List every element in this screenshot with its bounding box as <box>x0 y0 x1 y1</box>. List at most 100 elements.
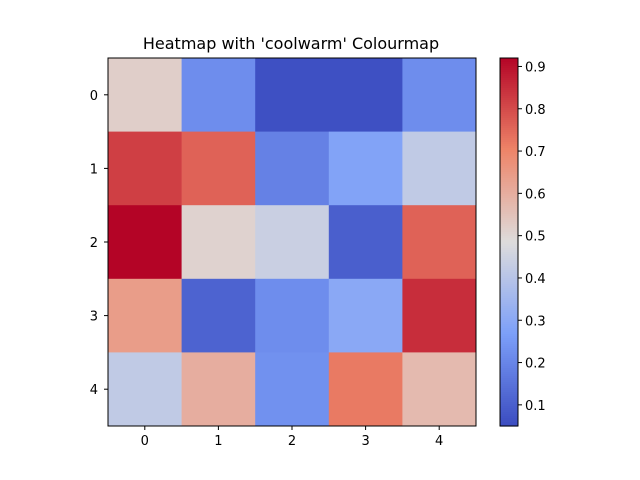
colorbar-segment <box>500 266 518 269</box>
colorbar-segment <box>500 344 518 347</box>
colorbar-segment <box>500 180 518 183</box>
colorbar-segment <box>500 82 518 85</box>
colorbar-segment <box>500 388 518 391</box>
heatmap-cell <box>402 58 477 133</box>
chart-title: Heatmap with 'coolwarm' Colourmap <box>143 34 439 53</box>
colorbar-segment <box>500 162 518 165</box>
heatmap-cell <box>255 205 330 280</box>
colorbar-segment <box>500 412 518 415</box>
colorbar-segment <box>500 386 518 389</box>
colorbar-segment <box>500 108 518 111</box>
heatmap-cell <box>328 58 403 133</box>
colorbar-segment <box>500 262 518 265</box>
colorbar-tick-label: 0.3 <box>525 314 546 329</box>
colorbar-segment <box>500 146 518 149</box>
colorbar-segment <box>500 122 518 125</box>
heatmap-cell <box>328 205 403 280</box>
colorbar-segment <box>500 174 518 177</box>
y-tick-label: 2 <box>90 236 98 251</box>
colorbar-segment <box>500 242 518 245</box>
colorbar-segment <box>500 398 518 401</box>
heatmap-cell <box>255 278 330 353</box>
colorbar-segment <box>500 148 518 151</box>
colorbar-segment <box>500 380 518 383</box>
colorbar-segment <box>500 214 518 217</box>
colorbar-segment <box>500 188 518 191</box>
colorbar-segment <box>500 64 518 67</box>
colorbar-segment <box>500 70 518 73</box>
colorbar-segment <box>500 200 518 203</box>
colorbar-segment <box>500 370 518 373</box>
colorbar-segment <box>500 418 518 421</box>
colorbar-segment <box>500 364 518 367</box>
colorbar-segment <box>500 264 518 267</box>
colorbar-segment <box>500 376 518 379</box>
colorbar-segment <box>500 342 518 345</box>
colorbar-segment <box>500 272 518 275</box>
colorbar-segment <box>500 152 518 155</box>
colorbar-segment <box>500 228 518 231</box>
colorbar-segment <box>500 154 518 157</box>
colorbar-segment <box>500 220 518 223</box>
colorbar-segment <box>500 160 518 163</box>
colorbar-segment <box>500 414 518 417</box>
colorbar-segment <box>500 80 518 83</box>
colorbar-tick-label: 0.6 <box>525 187 546 202</box>
colorbar-segment <box>500 106 518 109</box>
colorbar-segment <box>500 118 518 121</box>
heatmap-cell <box>402 278 477 353</box>
heatmap-cell <box>181 278 256 353</box>
colorbar-segment <box>500 250 518 253</box>
colorbar-segment <box>500 278 518 281</box>
colorbar-segment <box>500 420 518 423</box>
colorbar-segment <box>500 94 518 97</box>
colorbar-segment <box>500 324 518 327</box>
colorbar-segment <box>500 66 518 69</box>
colorbar-segment <box>500 404 518 407</box>
colorbar-segment <box>500 372 518 375</box>
colorbar-segment <box>500 114 518 117</box>
y-axis: 0 1 2 3 4 <box>90 89 108 398</box>
colorbar-segment <box>500 276 518 279</box>
colorbar-segment <box>500 186 518 189</box>
colorbar-segment <box>500 90 518 93</box>
colorbar-tick-label: 0.5 <box>525 230 546 245</box>
y-tick-label: 0 <box>90 89 98 104</box>
colorbar <box>499 57 519 427</box>
colorbar-segment <box>500 150 518 153</box>
colorbar-segment <box>500 76 518 79</box>
colorbar-segment <box>500 424 518 427</box>
colorbar-segment <box>500 230 518 233</box>
colorbar-segment <box>500 356 518 359</box>
colorbar-segment <box>500 368 518 371</box>
colorbar-segment <box>500 392 518 395</box>
colorbar-segment <box>500 334 518 337</box>
colorbar-segment <box>500 102 518 105</box>
colorbar-tick-label: 0.4 <box>525 272 546 287</box>
colorbar-tick-label: 0.2 <box>525 357 546 372</box>
colorbar-segment <box>500 140 518 143</box>
colorbar-segment <box>500 246 518 249</box>
heatmap-cell <box>108 58 183 133</box>
colorbar-segment <box>500 354 518 357</box>
colorbar-segment <box>500 306 518 309</box>
heatmap-cell <box>108 205 183 280</box>
heatmap-cell <box>181 131 256 206</box>
colorbar-segment <box>500 164 518 167</box>
colorbar-segment <box>500 346 518 349</box>
colorbar-segment <box>500 142 518 145</box>
colorbar-segment <box>500 158 518 161</box>
colorbar-segment <box>500 360 518 363</box>
colorbar-segment <box>500 248 518 251</box>
x-tick-label: 0 <box>141 434 149 449</box>
colorbar-segment <box>500 104 518 107</box>
colorbar-segment <box>500 232 518 235</box>
y-tick-label: 3 <box>90 310 98 325</box>
colorbar-segment <box>500 156 518 159</box>
colorbar-segment <box>500 366 518 369</box>
colorbar-segment <box>500 402 518 405</box>
heatmap-cell <box>181 58 256 133</box>
colorbar-segment <box>500 410 518 413</box>
colorbar-segment <box>500 202 518 205</box>
